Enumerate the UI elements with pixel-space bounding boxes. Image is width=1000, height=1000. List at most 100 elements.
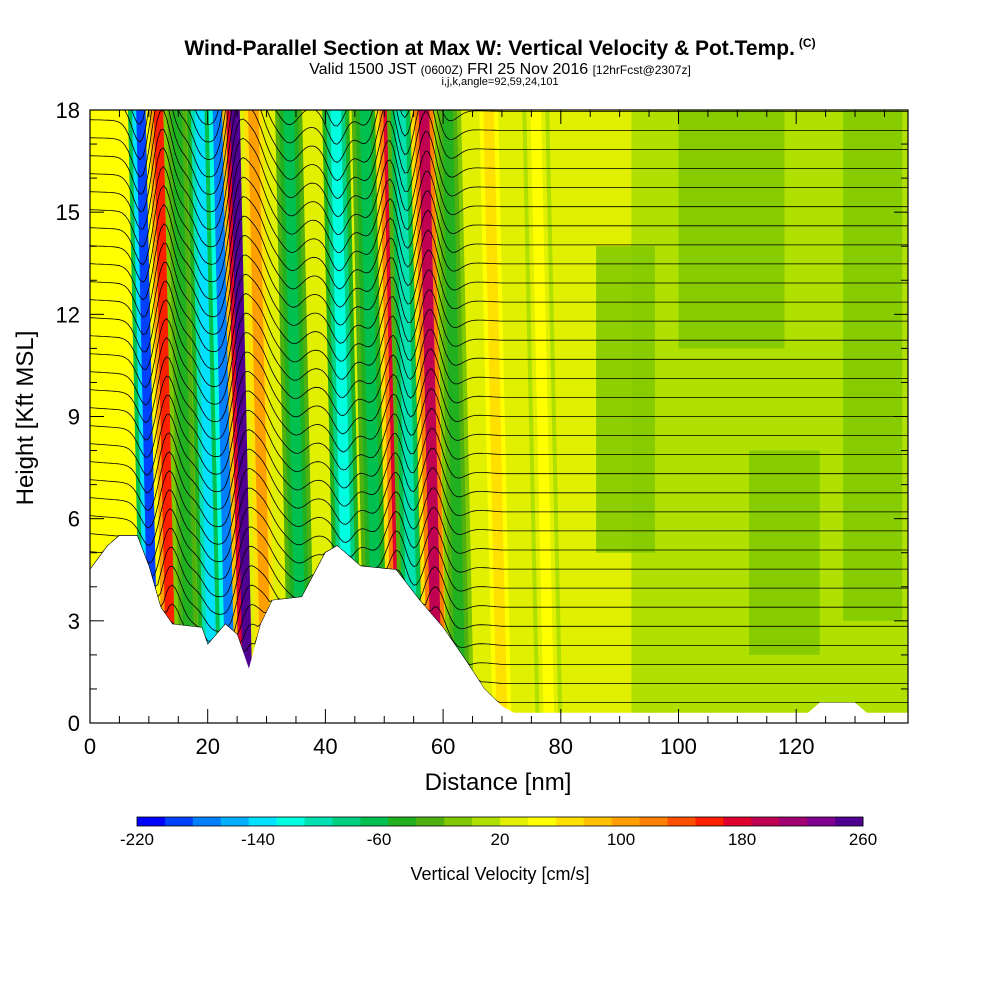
- colorbar-swatch-6: [304, 817, 333, 826]
- y-tick-label-1: 3: [68, 609, 80, 634]
- y-tick-label-0: 0: [68, 711, 80, 736]
- valid-time: Valid 1500 JST: [309, 61, 417, 78]
- x-tick-label-3: 60: [431, 734, 455, 759]
- colorbar-swatch-10: [416, 817, 445, 826]
- colorbar-swatch-8: [360, 817, 389, 826]
- isentrope-30: [90, 110, 908, 178]
- isentrope-10: [90, 448, 908, 528]
- colorbar-frame: [136, 816, 864, 827]
- colorbar-tick-label-1: -140: [241, 830, 275, 849]
- y-tick-label-4: 12: [56, 302, 80, 327]
- section-params: i,j,k,angle=92,59,24,101: [441, 76, 559, 88]
- isentrope-12: [90, 409, 908, 493]
- colorbar-swatch-22: [751, 817, 780, 826]
- y-tick-label-5: 15: [56, 200, 80, 225]
- colorbar-swatch-13: [500, 817, 529, 826]
- colorbar-swatch-16: [583, 817, 613, 826]
- isentrope-24: [90, 176, 908, 283]
- field-patch-3: [843, 110, 903, 621]
- colorbar-swatch-3: [220, 817, 250, 826]
- isentrope-5: [90, 535, 908, 615]
- x-tick-label-6: 120: [778, 734, 815, 759]
- colorbar-swatch-12: [472, 817, 501, 826]
- forecast-info: [12hrFcst@2307z]: [592, 63, 691, 77]
- chart-title: Wind-Parallel Section at Max W: Vertical…: [0, 36, 1000, 61]
- isentrope-29: [90, 110, 908, 195]
- colorbar-swatch-5: [276, 817, 306, 826]
- isentrope-6: [90, 526, 908, 598]
- x-tick-label-0: 0: [84, 734, 96, 759]
- isentrope-21: [90, 235, 908, 335]
- colorbar-swatch-25: [835, 817, 864, 826]
- y-tick-label-6: 18: [56, 98, 80, 123]
- valid-date: FRI 25 Nov 2016: [467, 61, 589, 78]
- velocity-column-0-2: [136, 110, 161, 723]
- isentrope-22: [90, 215, 908, 318]
- velocity-column-11-2: [395, 110, 419, 723]
- x-tick-label-4: 80: [549, 734, 573, 759]
- isentrope-28: [90, 110, 908, 213]
- isentrope-7: [90, 507, 908, 580]
- isentrope-15: [90, 351, 908, 440]
- isentrope-19: [90, 273, 908, 370]
- isentrope-31: [124, 110, 908, 160]
- isentrope-33: [194, 110, 219, 126]
- x-tick-label-1: 20: [195, 734, 219, 759]
- colorbar-title: Vertical Velocity [cm/s]: [410, 864, 589, 884]
- colorbar-swatch-1: [164, 817, 194, 826]
- colorbar-swatch-19: [667, 817, 696, 826]
- y-axis-title: Height [Kft MSL]: [12, 331, 39, 506]
- colorbar-swatch-23: [779, 817, 808, 826]
- colorbar-swatch-4: [248, 817, 278, 826]
- axes: 0 20 40 60 80 100 120 0 3 6 9 12 15 18: [56, 98, 908, 759]
- colorbar-swatch-9: [388, 817, 417, 826]
- velocity-column-3-2: [195, 110, 219, 723]
- isentrope-14: [90, 371, 908, 458]
- colorbar-swatch-7: [332, 817, 361, 826]
- colorbar-swatch-0: [137, 817, 166, 826]
- title-mark: (C): [798, 36, 816, 50]
- chart-subtitle: Valid 1500 JST (0600Z) FRI 25 Nov 2016 […: [0, 61, 1000, 79]
- isentrope-25: [90, 157, 908, 265]
- isentrope-8: [90, 487, 908, 563]
- colorbar-swatch-17: [611, 817, 641, 826]
- utc-time: (0600Z): [420, 63, 463, 77]
- colorbar-tick-label-5: 180: [728, 830, 756, 849]
- x-tick-label-5: 100: [660, 734, 697, 759]
- colorbar-tick-label-4: 100: [607, 830, 635, 849]
- isentrope-16: [90, 332, 908, 423]
- colorbar-swatch-24: [807, 817, 836, 826]
- colorbar-swatch-21: [723, 817, 752, 826]
- isentrope-17: [90, 312, 908, 405]
- velocity-column-4-2: [212, 110, 237, 723]
- colorbar-tick-label-2: -60: [367, 830, 392, 849]
- isentrope-26: [90, 137, 908, 248]
- colorbar-swatch-18: [639, 817, 669, 826]
- colorbar-tick-label-0: -220: [120, 830, 154, 849]
- isentrope-11: [90, 429, 908, 510]
- isentrope-23: [90, 196, 908, 300]
- y-tick-label-3: 9: [68, 405, 80, 430]
- colorbar-tick-label-3: 20: [491, 830, 510, 849]
- x-tick-label-2: 40: [313, 734, 337, 759]
- colorbar-tick-label-6: 260: [849, 830, 877, 849]
- isentrope-9: [90, 467, 908, 545]
- theta-contours: [90, 110, 908, 703]
- x-axis-title: Distance [nm]: [425, 769, 572, 796]
- y-tick-label-2: 6: [68, 507, 80, 532]
- isentrope-27: [90, 118, 908, 230]
- isentrope-13: [90, 390, 908, 475]
- colorbar-swatch-15: [555, 817, 585, 826]
- field-patch-1: [749, 450, 820, 655]
- chart-title-text: Wind-Parallel Section at Max W: Vertical…: [184, 37, 795, 60]
- colorbar-swatch-20: [695, 817, 724, 826]
- velocity-column-6-2: [248, 110, 272, 723]
- colorbar: -220 -140 -60 20 100 180 260: [120, 816, 877, 849]
- field-patch-0: [678, 110, 785, 349]
- terrain: [90, 535, 908, 723]
- colorbar-swatch-2: [192, 817, 222, 826]
- terrain-mask: [90, 535, 908, 723]
- velocity-column-13-2: [442, 110, 467, 723]
- isentrope-18: [90, 293, 908, 388]
